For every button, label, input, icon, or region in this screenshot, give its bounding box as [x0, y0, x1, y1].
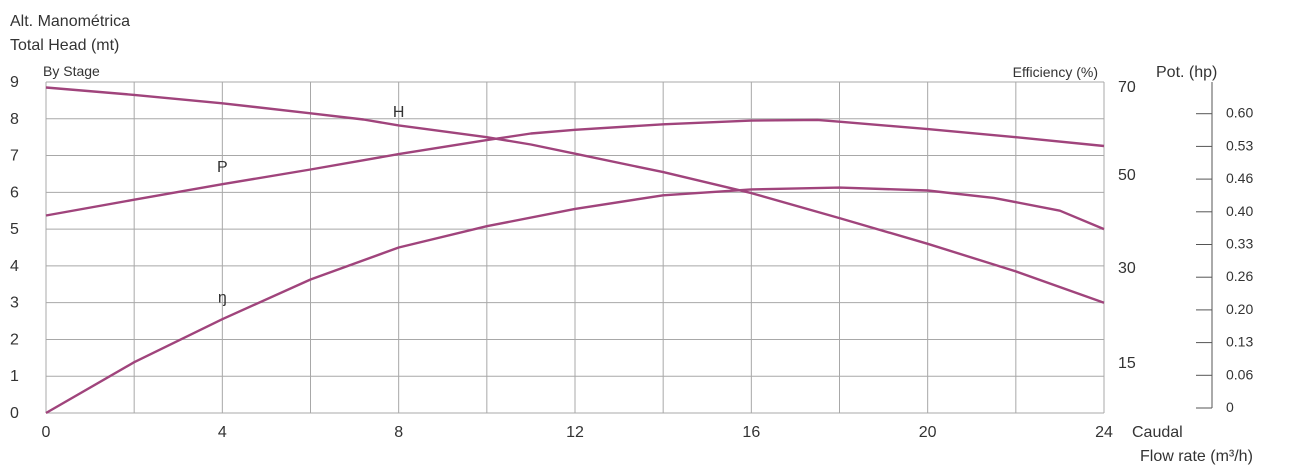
power-scale: 0 0.06 0.13 0.20 0.26 0.33 0.40 0.46 0.53 0.60 [1196, 82, 1253, 415]
y-tick-label: 7 [10, 148, 19, 165]
power-tick-label: 0.20 [1226, 301, 1253, 317]
y-axis-title-line1: Alt. Manométrica [10, 13, 130, 30]
power-tick-label: 0.40 [1226, 203, 1253, 219]
power-tick-label: 0.06 [1226, 366, 1253, 382]
series-line [45, 118, 1105, 217]
y-tick-label: 0 [10, 405, 19, 422]
y-tick-label: 9 [10, 74, 19, 91]
power-tick-label: 0.13 [1226, 334, 1253, 350]
by-stage-label: By Stage [43, 63, 100, 79]
series-lines [45, 86, 1105, 415]
power-tick-label: 0.53 [1226, 137, 1253, 153]
power-tick-label: 0.33 [1226, 236, 1253, 252]
series-label: ŋ [218, 290, 227, 307]
efficiency-tick-label: 30 [1118, 260, 1136, 277]
y-axis-title-line2: Total Head (mt) [10, 37, 119, 54]
x-tick-label: 24 [1095, 424, 1113, 441]
series-line [45, 186, 1105, 415]
x-tick-label: 4 [218, 424, 227, 441]
x-tick-label: 8 [394, 424, 403, 441]
y-tick-label: 2 [10, 331, 19, 348]
x-tick-label: 16 [742, 424, 760, 441]
y-tick-label: 4 [10, 258, 19, 275]
y-tick-label: 1 [10, 368, 19, 385]
y-tick-label: 6 [10, 184, 19, 201]
x-tick-label: 12 [566, 424, 584, 441]
series-labels: H Pŋ [217, 104, 404, 307]
x-tick-label: 0 [42, 424, 51, 441]
efficiency-tick-label: 50 [1118, 167, 1136, 184]
series-label: P [217, 159, 228, 176]
x-axis-title-line1: Caudal [1132, 424, 1183, 441]
x-axis-title-line2: Flow rate (m³/h) [1140, 448, 1253, 465]
power-tick-label: 0.60 [1226, 105, 1253, 121]
x-tick-label: 20 [919, 424, 937, 441]
efficiency-axis-title: Efficiency (%) [1013, 64, 1098, 80]
power-axis-title: Pot. (hp) [1156, 64, 1217, 81]
y-tick-label: 5 [10, 221, 19, 238]
efficiency-tick-label: 15 [1118, 355, 1136, 372]
power-tick-label: 0.46 [1226, 170, 1253, 186]
series-line [45, 86, 1105, 304]
y-tick-label: 3 [10, 295, 19, 312]
power-tick-label: 0.26 [1226, 268, 1253, 284]
efficiency-tick-label: 70 [1118, 79, 1136, 96]
y-tick-label: 8 [10, 111, 19, 128]
series-label: H [393, 104, 405, 121]
power-tick-label: 0 [1226, 399, 1234, 415]
